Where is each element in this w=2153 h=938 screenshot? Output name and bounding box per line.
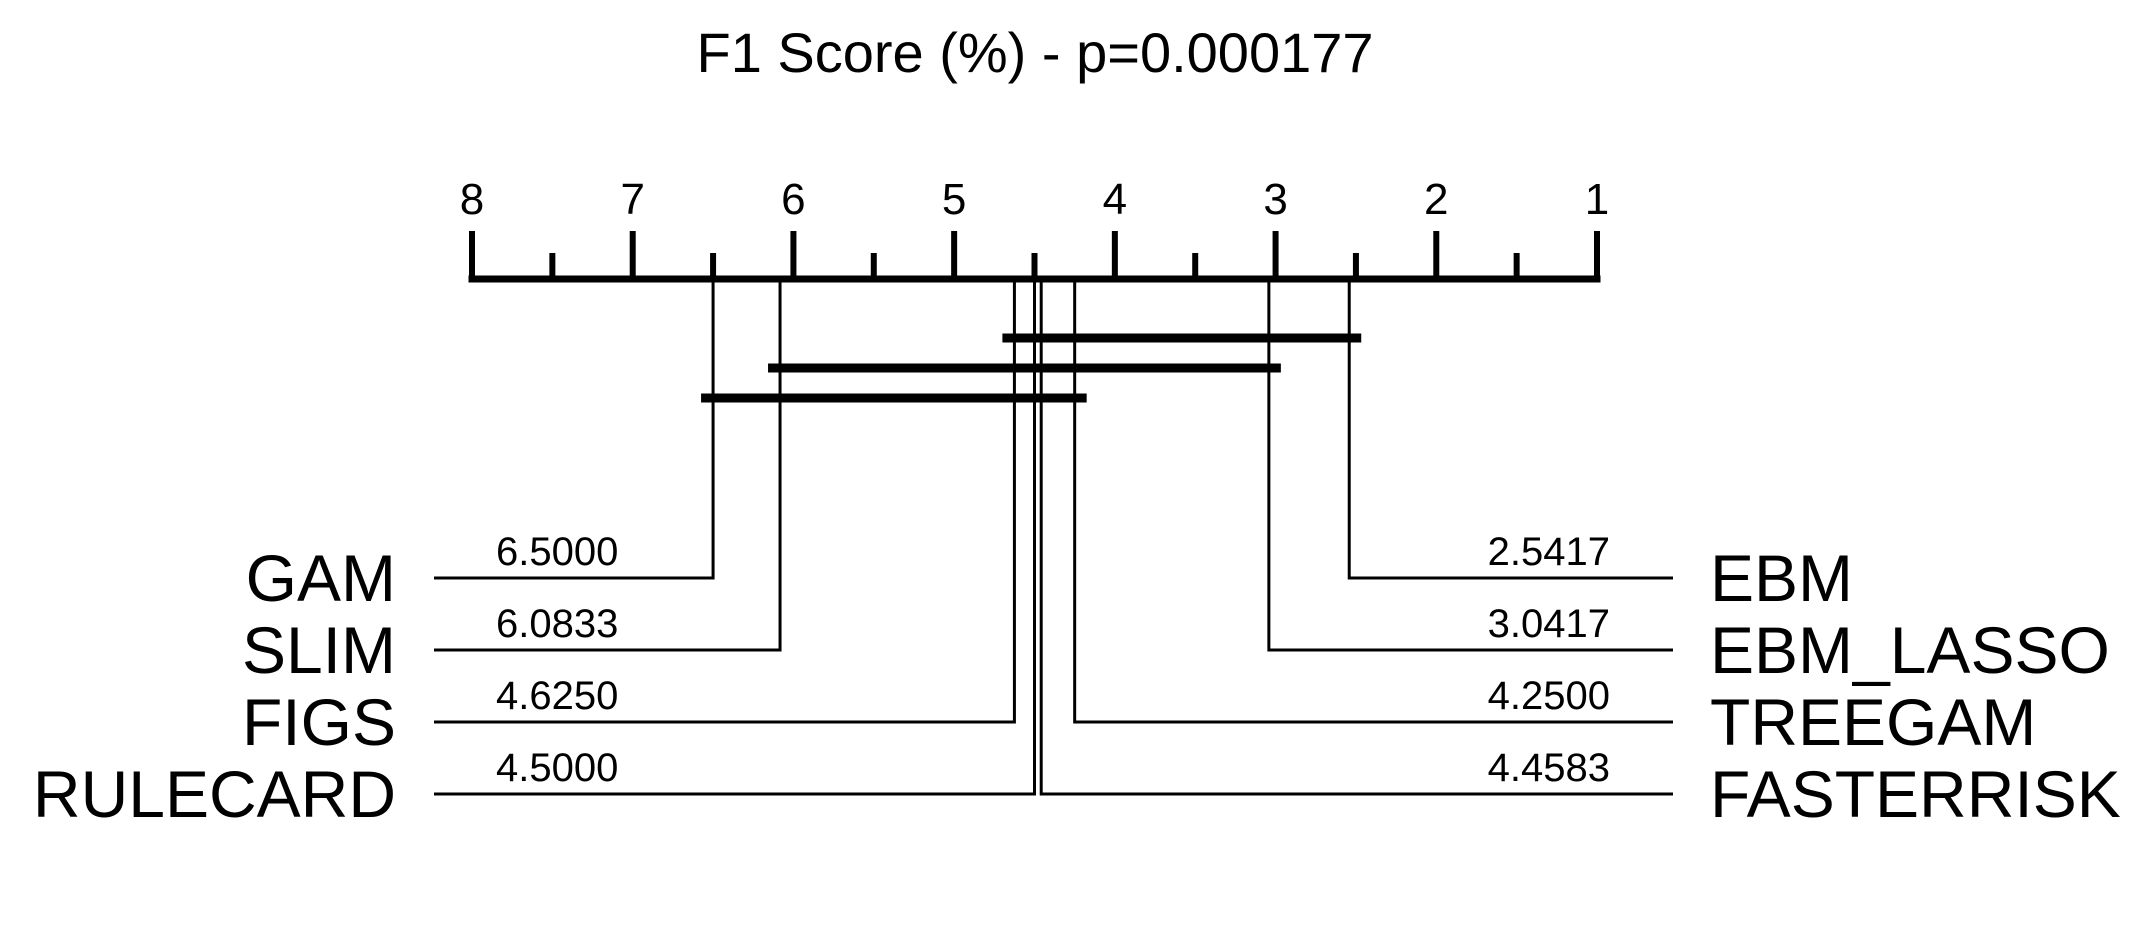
axis-tick-label: 4	[1103, 175, 1127, 224]
rank-value-label: 4.5000	[496, 746, 618, 790]
axis-tick-label: 5	[942, 175, 966, 224]
rank-value-label: 4.6250	[496, 674, 618, 718]
method-name-label: EBM	[1710, 541, 1853, 615]
method-name-label: SLIM	[242, 613, 396, 687]
method-name-label: FASTERRISK	[1710, 757, 2121, 831]
rank-value-label: 6.5000	[496, 530, 618, 574]
method-name-label: GAM	[246, 541, 396, 615]
rank-value-label: 6.0833	[496, 602, 618, 646]
method-lines: 6.5000 GAM 6.0833 SLIM 4.6250 FIGS 4.5000 RULEC…	[33, 279, 2121, 831]
method-connector	[1073, 279, 1673, 724]
axis-tick-label: 1	[1585, 175, 1609, 224]
axis-tick-label: 6	[781, 175, 805, 224]
rank-value-label: 3.0417	[1488, 602, 1610, 646]
method-name-label: FIGS	[242, 685, 396, 759]
method-connector	[434, 279, 782, 652]
method-connector	[434, 279, 1016, 724]
method-name-label: RULECARD	[33, 757, 396, 831]
clique-bars	[701, 333, 1362, 403]
method-name-label: TREEGAM	[1710, 685, 2036, 759]
method-connector	[1347, 279, 1673, 580]
axis-tick-label: 8	[460, 175, 484, 224]
axis-tick-label: 2	[1424, 175, 1448, 224]
axis-tick-label: 7	[620, 175, 644, 224]
method-connector	[434, 279, 715, 580]
rank-value-label: 4.2500	[1488, 674, 1610, 718]
rank-axis: 8 7 6 5 4 3 2 1	[460, 175, 1609, 283]
method-name-label: EBM_LASSO	[1710, 613, 2110, 687]
axis-tick-label: 3	[1263, 175, 1287, 224]
method-connector	[1039, 279, 1673, 796]
rank-value-label: 2.5417	[1488, 530, 1610, 574]
chart-title: F1 Score (%) - p=0.000177	[696, 21, 1373, 84]
method-connector	[1267, 279, 1673, 652]
rank-value-label: 4.4583	[1488, 746, 1610, 790]
method-connector	[434, 279, 1036, 796]
